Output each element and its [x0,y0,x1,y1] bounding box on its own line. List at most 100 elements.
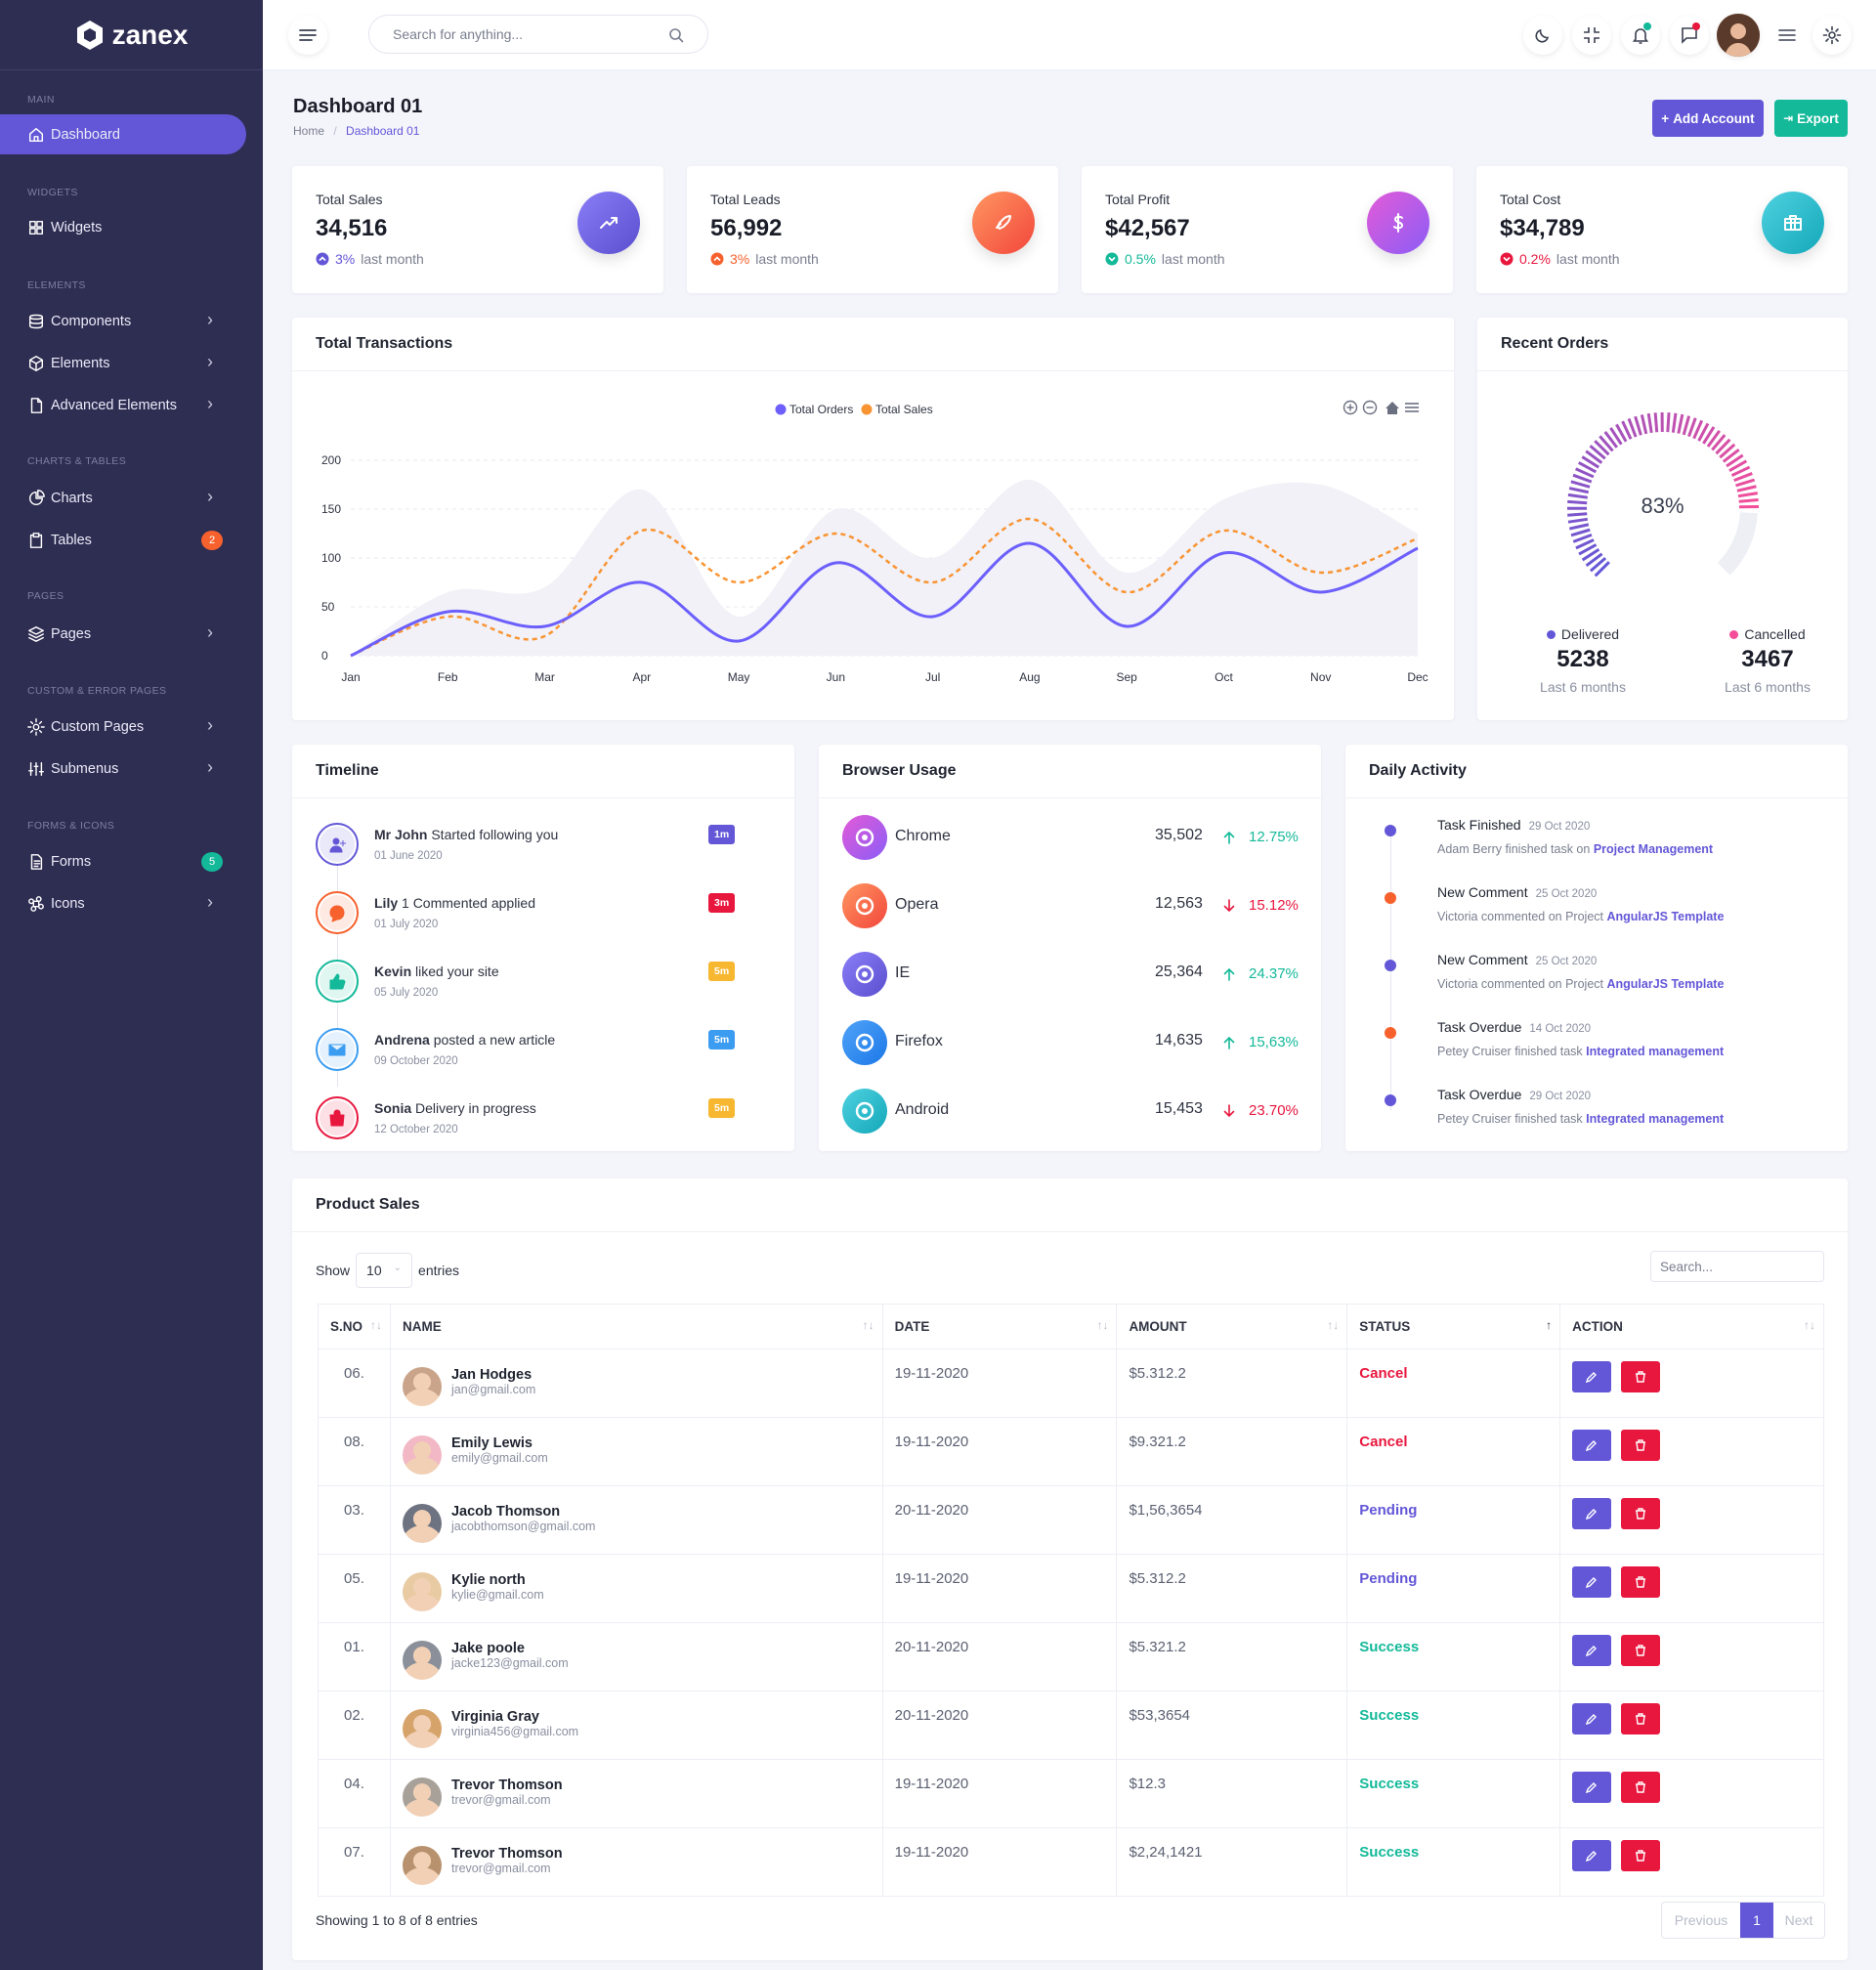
sidebar-item-custom-pages[interactable]: Custom Pages › [0,707,246,747]
edit-button[interactable] [1572,1772,1612,1803]
sidebar-item-submenus[interactable]: Submenus › [0,749,246,789]
column-header-name[interactable]: NAME ↑↓ [389,1304,883,1349]
delete-button[interactable] [1621,1703,1661,1734]
moon-icon [1535,28,1550,43]
table-row: 07. Trevor Thomson trevor@gmail.com 19-11-2… [318,1827,1824,1897]
delete-button[interactable] [1621,1566,1661,1598]
gauge-segment [1627,417,1638,438]
breadcrumb-home[interactable]: Home [293,124,325,138]
delivered-dot [1546,630,1556,639]
sidebar-item-widgets[interactable]: Widgets [0,207,246,247]
chevron-right-icon: › [207,352,213,371]
prev-page-button[interactable]: Previous [1674,1912,1728,1928]
menu-toggle-button[interactable] [288,16,327,55]
sidebar-item-dashboard[interactable]: Dashboard [0,114,246,154]
zoom-in-icon[interactable] [1343,400,1358,415]
sidebar-item-forms[interactable]: Forms 5 [0,841,246,881]
entries-select[interactable]: 10 ⌄ [356,1253,413,1288]
column-header-sno[interactable]: S.NO ↑↓ [318,1304,391,1349]
next-page-button[interactable]: Next [1784,1912,1813,1928]
edit-button[interactable] [1572,1703,1612,1734]
activity-link[interactable]: AngularJS Template [1606,910,1725,923]
chevron-right-icon: › [207,394,213,413]
sidebar-item-pages[interactable]: Pages › [0,614,246,654]
sidebar-item-icons[interactable]: Icons › [0,883,246,923]
edit-button[interactable] [1572,1361,1612,1392]
delete-button[interactable] [1621,1840,1661,1871]
user-avatar [402,1846,442,1885]
gauge-segment [1640,414,1648,435]
logo[interactable]: zanex [0,0,263,70]
cancelled-dot [1729,630,1739,639]
column-header-amount[interactable]: AMOUNT ↑↓ [1116,1304,1348,1349]
timeline-text: Andrena posted a new article [374,1032,555,1048]
sidebar-item-charts[interactable]: Charts › [0,478,246,518]
delete-button[interactable] [1621,1430,1661,1461]
legend-label[interactable]: Total Sales [875,403,933,416]
legend-label[interactable]: Total Orders [789,403,853,416]
notifications-button[interactable] [1621,16,1660,55]
sort-icon: ↑↓ [369,1318,382,1332]
edit-button[interactable] [1572,1840,1612,1871]
activity-desc: Petey Cruiser finished task Integrated m… [1437,1045,1724,1058]
column-header-date[interactable]: DATE ↑↓ [881,1304,1118,1349]
dark-mode-button[interactable] [1523,16,1562,55]
stat-change-suffix: last month [755,251,819,267]
search-input[interactable]: Search for anything... [368,15,708,54]
messages-button[interactable] [1670,16,1709,55]
user-avatar[interactable] [1717,14,1760,57]
delete-button[interactable] [1621,1361,1661,1392]
chart-menu-icon[interactable] [1405,403,1419,412]
sidebar-badge: 2 [201,531,223,550]
edit-button[interactable] [1572,1430,1612,1461]
activity-link[interactable]: AngularJS Template [1606,977,1725,991]
browser-change: 23.70% [1223,1102,1299,1119]
timeline-name: Sonia [374,1100,412,1116]
gauge-segment [1567,492,1588,499]
sidebar-item-elements[interactable]: Elements › [0,343,246,383]
legend-marker [861,404,873,415]
table-footer-text: Showing 1 to 8 of 8 entries [316,1912,478,1928]
database-icon [28,314,44,328]
export-button[interactable]: ⇥ Export [1774,100,1848,137]
fullscreen-button[interactable] [1572,16,1611,55]
delete-button[interactable] [1621,1498,1661,1529]
zoom-out-icon[interactable] [1362,400,1378,415]
activity-link[interactable]: Integrated management [1586,1112,1725,1126]
edit-button[interactable] [1572,1566,1612,1598]
edit-button[interactable] [1572,1635,1612,1666]
activity-desc-text: Petey Cruiser finished task [1437,1045,1583,1058]
page-1-button[interactable]: 1 [1740,1903,1773,1938]
gauge-segment [1730,465,1751,477]
delete-button[interactable] [1621,1635,1661,1666]
add-account-button[interactable]: + Add Account [1652,100,1764,137]
pencil-icon [1586,1782,1598,1794]
reset-zoom-icon[interactable] [1386,402,1399,414]
table-search-input[interactable]: Search... [1650,1251,1824,1282]
sidebar-item-components[interactable]: Components › [0,301,246,341]
sidebar-menu-button[interactable] [1768,16,1807,55]
column-header-action[interactable]: ACTION ↑↓ [1559,1304,1824,1349]
gauge-segment [1697,422,1710,442]
browser-icon-wrapper [842,883,887,928]
background-area [351,479,1418,656]
breadcrumb-current: Dashboard 01 [346,124,420,138]
search-icon[interactable] [668,27,684,43]
sidebar-item-advanced-elements[interactable]: Advanced Elements › [0,385,246,425]
activity-link[interactable]: Integrated management [1586,1045,1725,1058]
edit-button[interactable] [1572,1498,1612,1529]
stat-change: 3% last month [710,251,819,267]
pencil-icon [1586,1851,1598,1863]
cell-date: 19-11-2020 [881,1349,1118,1418]
trash-icon [1636,1781,1646,1793]
column-header-status[interactable]: STATUS ↑ [1346,1304,1561,1349]
activity-link[interactable]: Project Management [1593,842,1714,856]
cell-status: Success [1346,1622,1561,1692]
sidebar-item-tables[interactable]: Tables 2 [0,520,246,560]
activity-desc-text: Adam Berry finished task on [1437,842,1591,856]
delete-button[interactable] [1621,1772,1661,1803]
gauge-segment [1570,528,1591,537]
timeline-badge: 5m [708,962,736,981]
user-plus-icon [329,837,346,853]
settings-button[interactable] [1812,16,1852,55]
